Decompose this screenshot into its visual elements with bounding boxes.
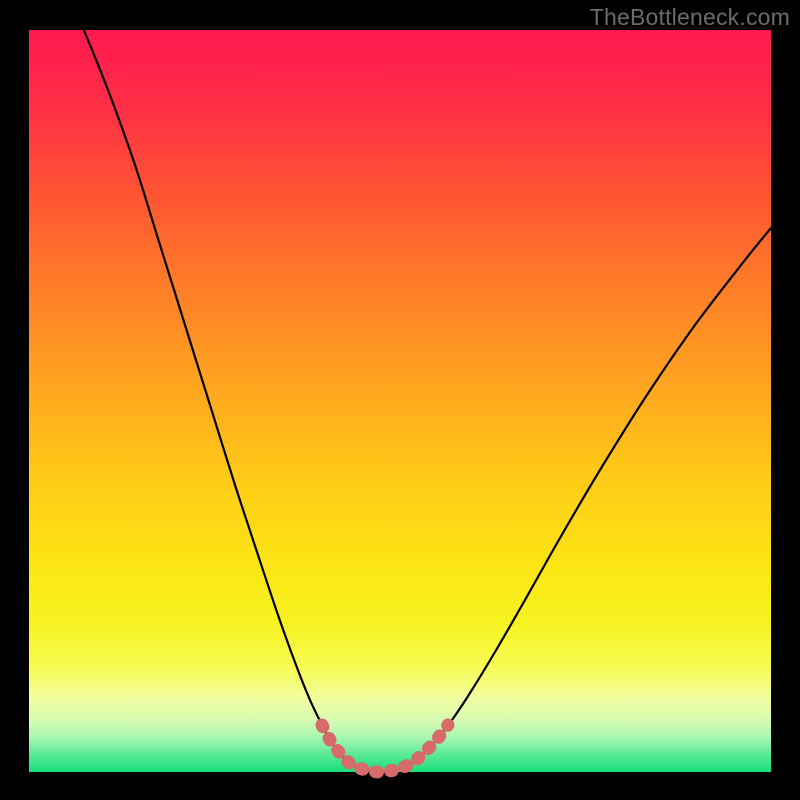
figure-container: TheBottleneck.com xyxy=(0,0,800,800)
chart-svg xyxy=(0,0,800,800)
watermark-text: TheBottleneck.com xyxy=(590,4,790,31)
